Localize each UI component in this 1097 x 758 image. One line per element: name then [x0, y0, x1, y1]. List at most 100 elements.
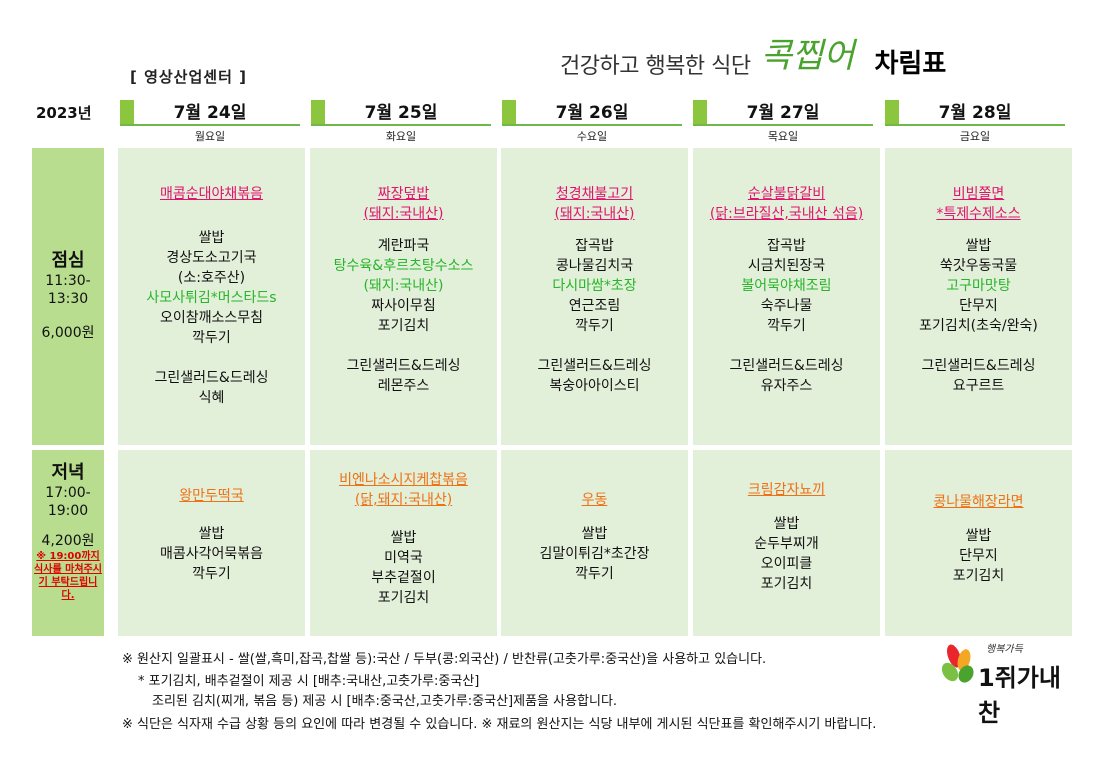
dinner-cell-fri: 콩나물해장라면 쌀밥 단무지 포기김치 — [885, 450, 1072, 636]
menu-item: 오이피클 — [760, 556, 813, 572]
menu-item: 그린샐러드&드레싱 — [537, 358, 652, 374]
meal-name: 점심 — [51, 250, 85, 271]
main-dish: 우동 — [581, 492, 608, 508]
change-notice: ※ 식단은 식자재 수급 상황 등의 요인에 따라 변경될 수 있습니다. ※ … — [122, 717, 877, 732]
menu-item: 숙주나물 — [760, 298, 813, 314]
main-dish: 짜장덮밥 — [377, 186, 430, 202]
menu-item: 쌀밥 — [965, 238, 992, 254]
day-bar: 7월 24일 — [120, 100, 300, 126]
day-marker — [885, 100, 899, 124]
main-dish: 청경채불고기 — [555, 186, 634, 202]
menu-item: 다시마쌈*초장 — [552, 278, 637, 294]
day-weekday: 목요일 — [767, 130, 799, 143]
menu-item: 깍두기 — [575, 566, 614, 582]
day-bar: 7월 28일 — [885, 100, 1065, 126]
menu-item: 그린샐러드&드레싱 — [154, 370, 269, 386]
day-header-fri: 7월 28일 금요일 — [885, 100, 1065, 144]
lunch-cell-tue: 짜장덮밥 (돼지:국내산) 계란파국 탕수육&후르츠탕수소스 (돼지:국내산) … — [310, 148, 497, 445]
meal-time-end: 13:30 — [47, 291, 89, 307]
menu-item: 포기김치(초숙/완숙) — [919, 318, 1038, 334]
day-bar: 7월 25일 — [311, 100, 491, 126]
lunch-cell-mon: 매콤순대야채볶음 쌀밥 경상도소고기국 (소:호주산) 사모사튀김*머스타드s … — [118, 148, 305, 445]
menu-item: 쑥갓우동국물 — [939, 258, 1018, 274]
menu-item: 김말이튀김*초간장 — [539, 546, 650, 562]
menu-item: 쌀밥 — [581, 526, 608, 542]
center-name: [ 영상산업센터 ] — [130, 68, 247, 86]
menu-item: 쌀밥 — [390, 530, 417, 546]
menu-item: 잡곡밥 — [575, 238, 614, 254]
menu-item: 깍두기 — [192, 566, 231, 582]
day-date: 7월 27일 — [746, 103, 820, 123]
menu-item: 탕수육&후르츠탕수소스 — [333, 258, 474, 274]
menu-item: 단무지 — [959, 298, 998, 314]
day-marker — [502, 100, 516, 124]
menu-item: 단무지 — [959, 548, 998, 564]
main-dish-origin: (돼지:국내산) — [554, 206, 635, 222]
meal-name: 저녁 — [51, 462, 85, 483]
meal-price: 6,000원 — [41, 325, 95, 341]
day-marker — [311, 100, 325, 124]
menu-item: 잡곡밥 — [767, 238, 806, 254]
menu-item: 쌀밥 — [198, 230, 225, 246]
day-weekday: 화요일 — [385, 130, 417, 143]
logo-leaves-icon — [941, 644, 974, 683]
spacer — [885, 336, 1072, 356]
menu-item: 깍두기 — [767, 318, 806, 334]
menu-item: 깍두기 — [192, 330, 231, 346]
day-header-tue: 7월 25일 화요일 — [311, 100, 491, 144]
menu-item: 포기김치 — [377, 318, 430, 334]
menu-item: 경상도소고기국 — [166, 250, 257, 266]
day-marker — [120, 100, 134, 124]
menu-item: 볼어묵야채조림 — [741, 278, 832, 294]
menu-item: 콩나물김치국 — [555, 258, 634, 274]
main-dish-origin: (닭,돼지:국내산) — [354, 492, 453, 508]
menu-item: 요구르트 — [952, 378, 1005, 394]
year-label: 2023년 — [36, 104, 92, 122]
day-bar: 7월 26일 — [502, 100, 682, 126]
lunch-cell-thu: 순살불닭갈비 (닭:브라질산,국내산 섞음) 잡곡밥 시금치된장국 볼어묵야채조… — [693, 148, 880, 445]
lunch-cell-wed: 청경채불고기 (돼지:국내산) 잡곡밥 콩나물김치국 다시마쌈*초장 연근조림 … — [501, 148, 688, 445]
menu-item: (소:호주산) — [177, 270, 246, 286]
logo-name: 1쥐가내찬 — [978, 664, 1061, 727]
menu-item: 연근조림 — [568, 298, 621, 314]
menu-item: 복숭아아이스티 — [549, 378, 640, 394]
menu-item: 포기김치 — [377, 590, 430, 606]
lunch-cell-fri: 비빔쫄면 *특제수제소스 쌀밥 쑥갓우동국물 고구마맛탕 단무지 포기김치(초숙… — [885, 148, 1072, 445]
menu-item: 그린샐러드&드레싱 — [729, 358, 844, 374]
meal-time-end: 19:00 — [47, 503, 89, 519]
day-marker — [693, 100, 707, 124]
day-weekday: 월요일 — [194, 130, 226, 143]
menu-item: 사모사튀김*머스타드s — [146, 290, 277, 306]
main-dish: 비엔나소시지케찹볶음 — [339, 472, 468, 488]
logo-tagline: 행복가득 — [986, 644, 1023, 655]
kimchi-notice: * 포기김치, 배추겉절이 제공 시 [배추:국내산,고춧가루:중국산] — [138, 674, 480, 689]
day-header-wed: 7월 26일 수요일 — [502, 100, 682, 144]
origin-notice: ※ 원산지 일괄표시 - 쌀(쌀,흑미,잡곡,찹쌀 등):국산 / 두부(콩:외… — [122, 652, 767, 667]
menu-item: 쌀밥 — [773, 516, 800, 532]
menu-item: 깍두기 — [575, 318, 614, 334]
main-dish-sauce: *특제수제소스 — [936, 206, 1021, 222]
menu-item: 부추겉절이 — [371, 570, 436, 586]
menu-item: 유자주스 — [760, 378, 813, 394]
dinner-cell-mon: 왕만두떡국 쌀밥 매콤사각어묵볶음 깍두기 — [118, 450, 305, 636]
day-bar: 7월 27일 — [693, 100, 873, 126]
menu-item: 짜사이무침 — [371, 298, 436, 314]
sheet-title: 차림표 — [874, 49, 947, 79]
dinner-cell-tue: 비엔나소시지케찹볶음 (닭,돼지:국내산) 쌀밥 미역국 부추겉절이 포기김치 — [310, 450, 497, 636]
main-dish-origin: (닭:브라질산,국내산 섞음) — [709, 206, 864, 222]
menu-item: 미역국 — [384, 550, 423, 566]
menu-item: (돼지:국내산) — [363, 278, 444, 294]
meal-time-start: 17:00- — [45, 485, 91, 501]
main-dish: 왕만두떡국 — [179, 488, 244, 504]
menu-item: 계란파국 — [377, 238, 430, 254]
brand-logo-text: 콕찝어 — [760, 36, 855, 76]
spacer — [118, 220, 305, 228]
lunch-label: 점심 11:30- 13:30 6,000원 — [32, 148, 104, 445]
dinner-cell-thu: 크림감자뇨끼 쌀밥 순두부찌개 오이피클 포기김치 — [693, 450, 880, 636]
day-date: 7월 24일 — [173, 103, 247, 123]
menu-item: 그린샐러드&드레싱 — [346, 358, 461, 374]
menu-item: 그린샐러드&드레싱 — [921, 358, 1036, 374]
meal-price: 4,200원 — [41, 533, 95, 549]
spacer — [310, 336, 497, 356]
menu-item: 레몬주스 — [377, 378, 430, 394]
